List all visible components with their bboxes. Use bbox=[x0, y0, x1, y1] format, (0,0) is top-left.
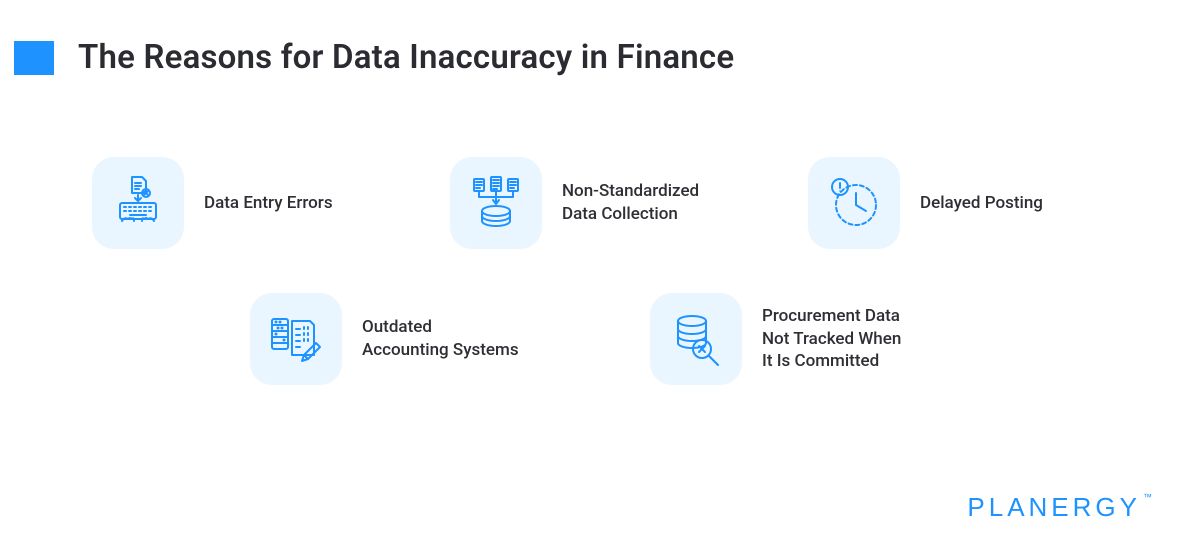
logo-text: PLANERGY bbox=[967, 492, 1141, 522]
reason-label: Procurement DataNot Tracked WhenIt Is Co… bbox=[762, 305, 901, 374]
reasons-grid: Data Entry Errors bbox=[0, 77, 1200, 385]
outdated-accounting-icon bbox=[266, 309, 326, 369]
page-title: The Reasons for Data Inaccuracy in Finan… bbox=[78, 38, 734, 77]
icon-tile bbox=[250, 293, 342, 385]
reason-non-standardized: Non-StandardizedData Collection bbox=[450, 157, 750, 249]
procurement-not-tracked-icon bbox=[666, 309, 726, 369]
delayed-posting-icon bbox=[824, 173, 884, 233]
logo-tm: ™ bbox=[1143, 492, 1152, 502]
non-standardized-collection-icon bbox=[466, 173, 526, 233]
accent-bar bbox=[14, 41, 54, 75]
reason-outdated-accounting: OutdatedAccounting Systems bbox=[250, 293, 550, 385]
brand-logo: PLANERGY™ bbox=[967, 492, 1152, 523]
reason-label: Delayed Posting bbox=[920, 192, 1043, 215]
reasons-row-2: OutdatedAccounting Systems bbox=[80, 293, 1120, 385]
icon-tile bbox=[92, 157, 184, 249]
reason-label: Non-StandardizedData Collection bbox=[562, 180, 699, 226]
icon-tile bbox=[450, 157, 542, 249]
reason-label: Data Entry Errors bbox=[204, 192, 333, 215]
reason-data-entry-errors: Data Entry Errors bbox=[92, 157, 392, 249]
reason-procurement-not-tracked: Procurement DataNot Tracked WhenIt Is Co… bbox=[650, 293, 950, 385]
icon-tile bbox=[650, 293, 742, 385]
reason-delayed-posting: Delayed Posting bbox=[808, 157, 1108, 249]
reason-label: OutdatedAccounting Systems bbox=[362, 316, 519, 362]
reasons-row-1: Data Entry Errors bbox=[80, 157, 1120, 249]
header: The Reasons for Data Inaccuracy in Finan… bbox=[0, 0, 1200, 77]
icon-tile bbox=[808, 157, 900, 249]
data-entry-errors-icon bbox=[108, 173, 168, 233]
